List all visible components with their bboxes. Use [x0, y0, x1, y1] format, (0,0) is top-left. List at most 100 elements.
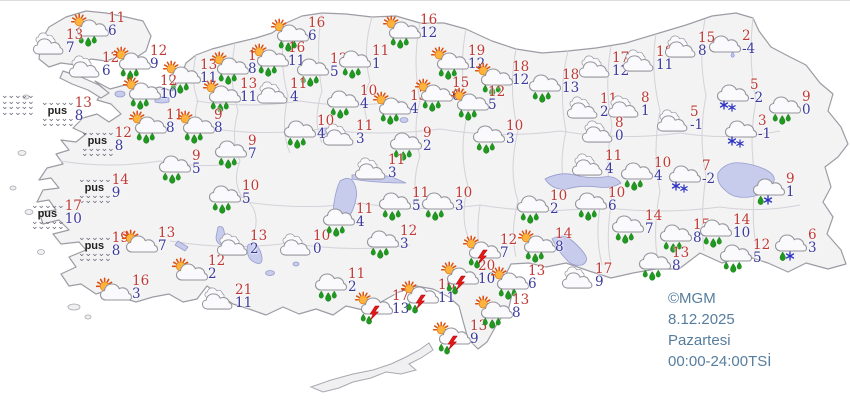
tmax-label: 12 [150, 43, 168, 59]
weather-station: 12 10 [122, 75, 178, 110]
tmin-label: 2 [423, 137, 432, 154]
tmin-label: 5 [488, 96, 497, 113]
weather-station: 2 -4 [705, 28, 755, 61]
cloud-snow-icon [716, 84, 750, 112]
temperature-pair: 18 12 [512, 61, 529, 86]
date-label: 8.12.2025 [668, 311, 735, 328]
temperature-pair: 10 2 [550, 190, 567, 215]
temperature-pair: 10 3 [506, 120, 523, 145]
temperature-pair: 11 4 [356, 203, 373, 228]
weather-station: 5 -2 [713, 79, 763, 112]
tmax-label: 11 [356, 201, 374, 217]
cloud-snow-icon [668, 165, 702, 193]
sun-cloud-rain-icon [112, 46, 152, 80]
map-footer: ©MGM 8.12.2025 Pazartesi 00:00-24:00TSİ [668, 288, 771, 372]
cloud-sleet-icon [708, 35, 742, 58]
tmax-label: 14 [645, 208, 663, 224]
sun-cloud-rain-icon [372, 91, 412, 125]
temperature-pair: 11 4 [605, 150, 622, 175]
tmin-label: 9 [470, 330, 479, 347]
tmax-label: 16 [308, 15, 326, 31]
tmax-label: 12 [500, 232, 518, 248]
tmax-label: 21 [235, 282, 253, 298]
temperature-pair: 11 1 [372, 45, 389, 70]
tmin-label: -2 [702, 170, 716, 187]
tmin-label: 10 [160, 85, 178, 102]
tmin-label: 5 [242, 190, 251, 207]
cloud-rain-icon [472, 125, 506, 154]
tmax-label: 11 [108, 10, 126, 26]
tmin-label: 5 [192, 160, 201, 177]
sun-thunder-rain-icon [462, 235, 502, 269]
tmax-label: 17 [392, 288, 410, 304]
temperature-pair: 12 9 [150, 45, 167, 70]
weather-station: 16 6 [270, 15, 326, 52]
tmax-label: 16 [132, 273, 150, 289]
fog-icon: ⌄⌄⌄⌄⌄ pus ⌄⌄⌄⌄⌄ ⌄⌄⌄⌄⌄ [31, 201, 65, 230]
tmin-label: 4 [290, 88, 299, 105]
tmin-label: 8 [111, 242, 121, 259]
cloud-snow-icon [724, 120, 758, 148]
tmax-label: 10 [654, 155, 672, 171]
tmax-label: 12 [208, 253, 226, 269]
temperature-pair: 5 -1 [690, 106, 703, 131]
cloud-icon [201, 287, 233, 310]
fog-waves: ⌄⌄⌄⌄⌄ [78, 189, 112, 200]
tmax-label: 18 [562, 67, 580, 83]
sun-thunder-rain-icon [400, 280, 440, 314]
tmax-label: 2 [742, 28, 751, 44]
fog-label: pus [84, 239, 105, 252]
weather-station: 18 12 [474, 61, 529, 96]
fog-waves: ⌄⌄⌄⌄⌄ [31, 215, 65, 226]
temperature-pair: 13 7 [66, 29, 83, 54]
weather-station: 11 4 [568, 150, 622, 181]
sun-cloud-icon [171, 257, 209, 281]
temperature-pair: 13 11 [240, 78, 257, 103]
sun-cloud-rain-icon [176, 110, 216, 144]
temperature-pair: 14 9 [112, 174, 129, 199]
temperature-pair: 13 8 [672, 247, 689, 272]
temperature-pair: 15 8 [698, 32, 715, 57]
cloud-rain-icon [421, 192, 455, 221]
weather-station: 7 -2 [665, 160, 716, 193]
cloud-icon [581, 120, 613, 143]
fog-waves: ⌄⌄⌄⌄⌄ [41, 97, 75, 107]
temperature-pair: 10 5 [242, 180, 259, 205]
weather-station: 18 13 [525, 67, 580, 103]
sun-cloud-rain-icon [517, 229, 557, 263]
weather-station: 12 5 [716, 239, 770, 273]
tmax-label: 12 [488, 84, 506, 100]
period-label: 00:00-24:00TSİ [668, 353, 772, 370]
weather-station: 13 2 [213, 230, 267, 261]
cloud-rain-icon [326, 90, 360, 119]
weather-station: 13 9 [432, 320, 487, 355]
weather-station: 11 2 [311, 266, 366, 302]
sun-cloud-rain-icon [122, 76, 162, 110]
tmax-label: 3 [758, 113, 767, 129]
fog-waves: ⌄⌄⌄⌄⌄ [41, 112, 75, 123]
fog-icon: ⌄⌄⌄⌄⌄ ⌄⌄⌄⌄⌄ ⌄⌄⌄⌄⌄ ⌄⌄⌄⌄⌄ [1, 91, 35, 116]
tmax-label: 13 [74, 95, 92, 111]
cloud-icon [256, 81, 288, 104]
tmin-label: 8 [214, 119, 223, 136]
weather-station: 16 3 [95, 273, 150, 306]
fog-icon: ⌄⌄⌄⌄⌄ pus ⌄⌄⌄⌄⌄ ⌄⌄⌄⌄⌄ [41, 97, 75, 127]
tmin-label: 2 [348, 278, 357, 295]
cloud-rain-icon [528, 74, 562, 103]
temperature-pair: 17 13 [392, 290, 409, 315]
temperature-pair: 11 3 [356, 120, 373, 145]
tmax-label: 11 [348, 266, 366, 282]
tmin-label: 10 [733, 224, 751, 241]
temperature-pair: 21 11 [235, 284, 252, 309]
tmax-label: 10 [317, 113, 335, 129]
temperature-pair: 12 3 [400, 225, 417, 250]
tmax-label: 13 [240, 76, 258, 92]
tmax-label: 10 [360, 83, 378, 99]
weather-station: 12 6 [65, 52, 119, 83]
